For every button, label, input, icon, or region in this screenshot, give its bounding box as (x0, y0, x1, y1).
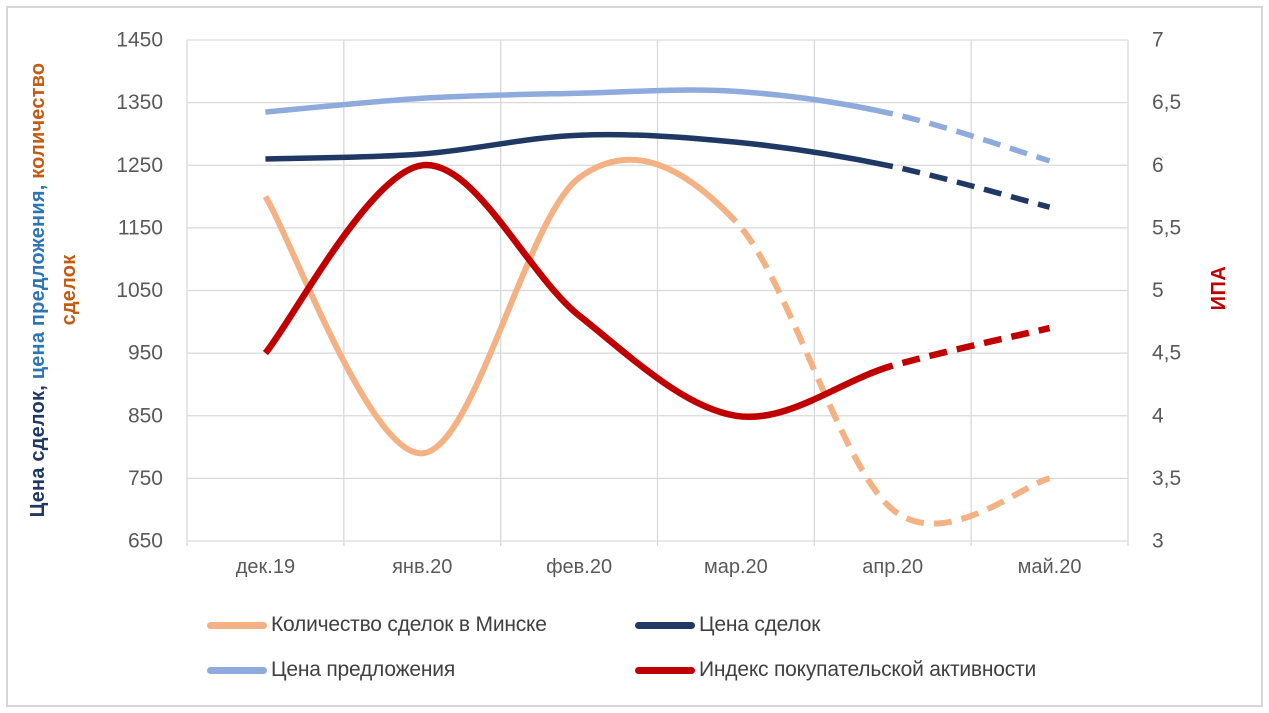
legend-item-2[interactable]: Цена предложения (207, 658, 455, 682)
left-axis-tick-label: 950 (128, 342, 163, 365)
left-axis-tick-label: 1250 (116, 154, 163, 177)
left-axis-tick-label: 1150 (118, 216, 163, 239)
legend-swatch (635, 666, 695, 674)
series-line-solid-3[interactable] (262, 162, 894, 421)
left-axis-title: Цена сделок, цена предложения, количеств… (23, 10, 85, 570)
right-axis-tick-label: 5,5 (1152, 216, 1181, 239)
x-axis-category-label: янв.20 (392, 556, 452, 578)
right-axis-tick-label: 4 (1152, 404, 1164, 427)
x-axis-category-label: фев.20 (546, 556, 612, 578)
series-line-dashed-0[interactable] (733, 219, 1051, 527)
x-axis-category-label: апр.20 (862, 556, 923, 578)
left-axis-title-line-2: сделок (54, 10, 85, 570)
legend-swatch (207, 621, 267, 629)
left-axis-tick-label: 1350 (116, 91, 163, 114)
left-axis-title-part: количество (27, 62, 49, 179)
left-axis-tick-label: 1050 (116, 279, 163, 302)
legend-item-0[interactable]: Количество сделок в Минске (207, 613, 547, 637)
left-axis-title-part: сделок (58, 254, 80, 326)
right-axis-tick-label: 5 (1152, 279, 1164, 302)
series-line-dashed-1[interactable] (892, 163, 1051, 210)
left-axis-tick-label: 750 (128, 467, 163, 490)
right-axis-tick-label: 4,5 (1152, 342, 1181, 365)
right-axis-tick-label: 3,5 (1152, 467, 1181, 490)
legend-item-1[interactable]: Цена сделок (635, 613, 820, 637)
series-line-solid-1[interactable] (265, 131, 894, 170)
series-line-dashed-3[interactable] (891, 324, 1051, 369)
right-axis-tick-label: 6 (1152, 154, 1164, 177)
series-line-solid-0[interactable] (262, 156, 739, 457)
x-axis-category-label: мар.20 (704, 556, 768, 578)
series-line-solid-2[interactable] (265, 87, 894, 117)
right-axis-title: ИПА (1208, 265, 1230, 311)
left-axis-tick-label: 850 (128, 404, 163, 427)
right-axis-tick-label: 7 (1152, 29, 1164, 52)
legend-swatch (207, 666, 267, 674)
x-axis-category-label: дек.19 (236, 556, 295, 578)
left-axis-title-line-1: Цена сделок, цена предложения, количеств… (23, 10, 54, 570)
legend-label: Индекс покупательской активности (699, 658, 1037, 681)
left-axis-tick-label: 650 (128, 530, 163, 553)
legend-label: Количество сделок в Минске (271, 613, 547, 636)
left-axis-title-part: Цена сделок, (27, 379, 49, 518)
x-axis-category-label: май.20 (1018, 556, 1082, 578)
legend-label: Цена сделок (699, 613, 821, 636)
right-axis-tick-label: 6,5 (1152, 91, 1181, 114)
series-line-dashed-2[interactable] (892, 111, 1051, 164)
legend-label: Цена предложения (271, 658, 456, 681)
legend-item-3[interactable]: Индекс покупательской активности (635, 658, 1036, 682)
left-axis-title-part: цена предложения, (27, 178, 49, 380)
right-axis-tick-label: 3 (1152, 530, 1164, 553)
left-axis-tick-label: 1450 (116, 29, 163, 52)
legend-swatch (635, 621, 695, 629)
